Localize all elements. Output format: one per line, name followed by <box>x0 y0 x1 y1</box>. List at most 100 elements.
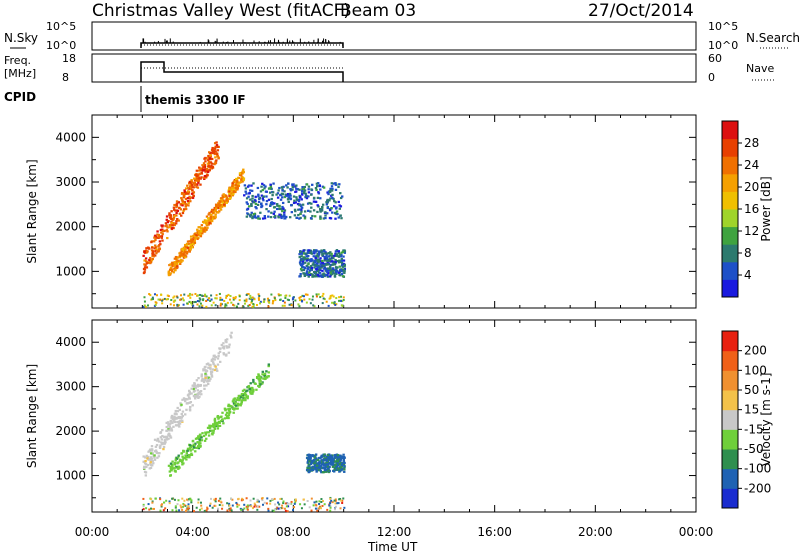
echo-cell <box>158 446 162 449</box>
echo-cell <box>195 446 199 449</box>
echo-cell <box>146 261 149 264</box>
echo-cell <box>193 233 196 236</box>
noise-cell <box>311 295 314 298</box>
echo-cell <box>223 204 226 208</box>
echo-cell <box>189 449 192 452</box>
echo-cell <box>297 198 301 201</box>
echo-cell <box>317 182 320 185</box>
y-tick-label: 1000 <box>55 264 86 278</box>
echo-cell <box>176 406 179 410</box>
echo-cell <box>210 167 214 170</box>
echo-cell <box>161 239 164 242</box>
echo-cell <box>147 458 150 461</box>
echo-cell <box>340 264 344 267</box>
echo-cell <box>270 187 273 190</box>
noise-cell <box>245 293 248 296</box>
echo-cell <box>180 249 183 252</box>
echo-cell <box>159 431 162 434</box>
echo-cell <box>317 260 320 264</box>
echo-cell <box>143 268 147 271</box>
echo-cell <box>307 191 311 194</box>
echo-cell <box>259 211 262 214</box>
echo-cell <box>302 258 305 262</box>
echo-cell <box>173 214 176 217</box>
noise-cell <box>149 294 152 297</box>
echo-cell <box>196 393 199 396</box>
echo-cell <box>188 401 191 404</box>
echo-cell <box>313 463 317 467</box>
echo-cell <box>153 456 156 459</box>
echo-cell <box>258 375 261 378</box>
noise-cell <box>147 503 150 506</box>
echo-cell <box>337 252 341 255</box>
echo-cell <box>300 206 304 209</box>
echo-cell <box>210 157 214 161</box>
noise-cell <box>267 305 270 308</box>
echo-cell <box>325 468 328 471</box>
echo-cell <box>311 183 314 186</box>
echo-cell <box>303 185 307 189</box>
echo-cell <box>157 440 161 443</box>
echo-cell <box>188 182 191 185</box>
echo-cell <box>142 466 146 470</box>
echo-cell <box>242 171 246 174</box>
echo-cell <box>335 206 338 209</box>
echo-cell <box>305 456 309 460</box>
noise-cell <box>277 501 280 504</box>
noise-cell <box>184 504 187 507</box>
echo-cell <box>184 455 188 458</box>
noise-cell <box>191 293 194 296</box>
noise-cell <box>243 507 246 510</box>
echo-cell <box>189 185 192 188</box>
noise-cell <box>316 509 319 512</box>
echo-cell <box>202 369 205 372</box>
echo-cell <box>300 255 303 258</box>
noise-cell <box>246 508 249 511</box>
echo-cell <box>287 182 290 185</box>
echo-cell <box>326 275 330 278</box>
echo-cell <box>225 353 228 356</box>
y-tick-label: 3000 <box>55 380 86 394</box>
echo-cell <box>306 268 310 271</box>
echo-cell <box>142 460 145 463</box>
echo-cell <box>161 443 164 446</box>
echo-cell <box>342 268 346 271</box>
echo-cell <box>186 402 189 405</box>
echo-cell <box>316 462 319 466</box>
echo-cell <box>154 238 157 241</box>
echo-cell <box>205 168 209 171</box>
echo-cell <box>190 180 193 183</box>
noise-cell <box>142 497 145 500</box>
echo-cell <box>317 205 320 208</box>
noise-cell <box>219 296 222 299</box>
echo-cell <box>328 216 332 220</box>
echo-cell <box>334 201 337 204</box>
echo-cell <box>233 407 237 410</box>
echo-cell <box>315 259 318 262</box>
echo-cell <box>171 464 174 467</box>
echo-cell <box>213 420 217 423</box>
noise-cell <box>334 502 337 505</box>
echo-cell <box>309 217 313 220</box>
echo-cell <box>154 445 158 448</box>
echo-cell <box>190 238 193 242</box>
colorbar-tick-label: 28 <box>744 136 759 150</box>
noise-cell <box>231 498 234 501</box>
colorbar-tick-label: 15 <box>744 403 759 417</box>
echo-cell <box>318 460 321 463</box>
echo-cell <box>340 257 343 261</box>
echo-cell <box>330 194 333 197</box>
noise-cell <box>151 501 154 504</box>
echo-cell <box>240 178 243 181</box>
echo-cell <box>143 271 146 274</box>
echo-cell <box>213 358 216 361</box>
echo-cell <box>214 156 217 159</box>
noise-cell <box>263 298 266 301</box>
echo-cell <box>212 357 215 360</box>
noise-cell <box>287 502 290 505</box>
echo-cell <box>287 200 290 204</box>
echo-cell <box>251 392 254 395</box>
echo-cell <box>334 269 338 272</box>
echo-cell <box>200 393 203 396</box>
echo-cell <box>214 355 217 359</box>
